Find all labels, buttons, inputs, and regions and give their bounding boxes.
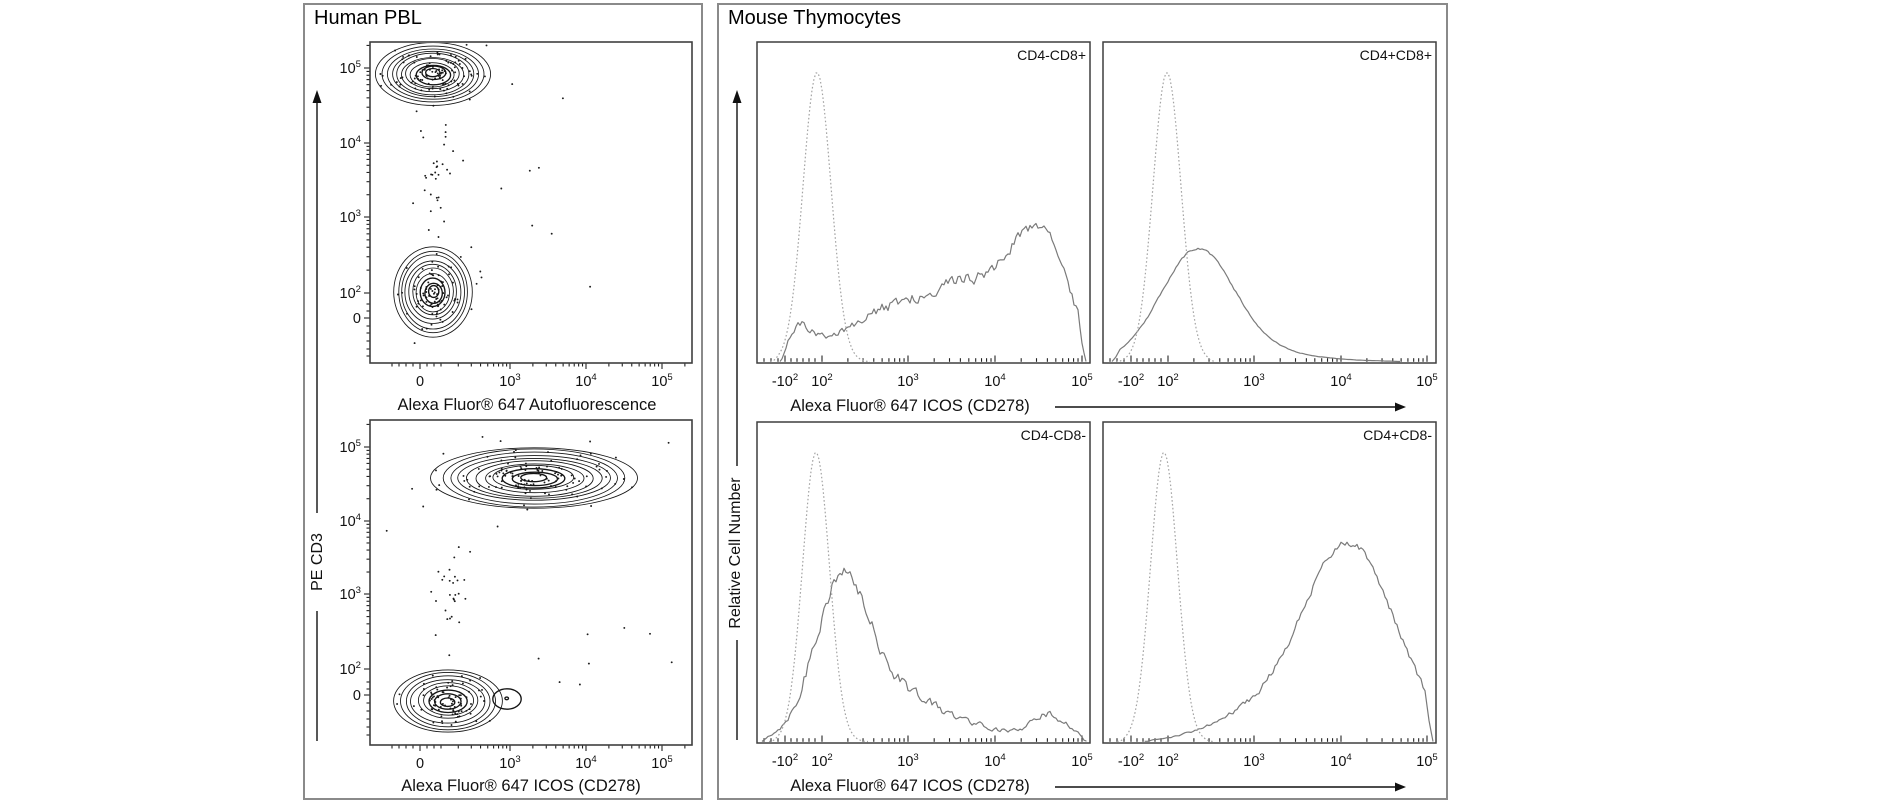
tick-label: 104 (340, 512, 362, 530)
tick-label: 0 (416, 756, 424, 772)
tick-label: 105 (1416, 752, 1437, 770)
histogram-thymocytes-cd4neg-cd8neg: -102 102 103 104 105 (756, 421, 1093, 770)
histogram-curve-solid (761, 567, 1087, 742)
tick-label: -102 (1118, 752, 1144, 770)
subset-label-cd4pos-cd8pos: CD4+CD8+ (1359, 47, 1432, 63)
plot-content (385, 435, 673, 733)
x-axis-title-autofluorescence: Alexa Fluor® 647 Autofluorescence (397, 396, 657, 414)
subset-label-cd4pos-cd8neg: CD4+CD8- (1363, 427, 1432, 443)
y-axis-label-pe-cd3: PE CD3 (309, 533, 326, 591)
histogram-thymocytes-cd4neg-cd8pos: -102 102 103 104 105 (756, 41, 1093, 390)
histogram-curve-solid (1144, 541, 1434, 742)
tick-label: 102 (811, 752, 832, 770)
tick-label: 103 (1243, 372, 1264, 390)
tick-label: 105 (651, 754, 672, 772)
tick-label: 104 (984, 752, 1006, 770)
tick-label: 0 (353, 688, 361, 704)
tick-label: 104 (575, 372, 597, 390)
plot-frame (369, 419, 693, 746)
tick-label: -102 (772, 752, 798, 770)
tick-label: 103 (340, 208, 361, 226)
right-panel-title: Mouse Thymocytes (728, 7, 902, 29)
tick-label: 105 (340, 59, 361, 77)
left-panel-title: Human PBL (314, 7, 422, 29)
histogram-curve-dotted (1116, 452, 1214, 743)
axis-ticks (1109, 735, 1428, 742)
tick-label: 103 (499, 372, 520, 390)
tick-label: 102 (811, 372, 832, 390)
tick-label: 104 (340, 134, 362, 152)
contour-plot-pbl-autofluorescence: 0 103 104 105 0 102 103 104 105 (340, 41, 693, 390)
tick-label: 0 (416, 374, 424, 390)
histogram-curve-solid (1111, 247, 1400, 363)
histogram-curve-dotted (1115, 72, 1217, 363)
plot-frame (369, 41, 693, 364)
scatter-dots (430, 546, 472, 657)
histogram-thymocytes-cd4pos-cd8neg: -102 102 103 104 105 (1102, 421, 1438, 770)
tick-label: 102 (1157, 752, 1178, 770)
histogram-thymocytes-cd4pos-cd8pos: -102 102 103 104 105 (1102, 41, 1438, 390)
axis-ticks (364, 44, 686, 369)
tick-label: 105 (1416, 372, 1437, 390)
tick-label: 103 (1243, 752, 1264, 770)
plot-frame (1102, 41, 1437, 364)
tick-label: 103 (897, 752, 918, 770)
contour-population (374, 43, 492, 106)
contour-population (393, 669, 503, 733)
axis-ticks (763, 735, 1083, 742)
scatter-dots (432, 97, 592, 288)
tick-label: -102 (1118, 372, 1144, 390)
x-axis-title-icos-row1: Alexa Fluor® 647 ICOS (CD278) (790, 397, 1030, 415)
tick-label: 104 (1330, 372, 1352, 390)
scatter-dots (385, 435, 670, 532)
histogram-curve-solid (779, 222, 1087, 362)
tick-label: 105 (340, 438, 361, 456)
tick-label: 102 (340, 660, 361, 678)
contour-population (430, 447, 638, 509)
histogram-curve-dotted (769, 72, 871, 363)
histogram-curve-dotted (768, 452, 868, 743)
y-axis-label-relative-cell-number: Relative Cell Number (727, 477, 744, 629)
tick-label: 103 (897, 372, 918, 390)
tick-label: 104 (575, 754, 597, 772)
scatter-dots (412, 123, 465, 238)
x-axis-title-icos-row2: Alexa Fluor® 647 ICOS (CD278) (790, 777, 1030, 795)
x-axis-title-icos-pbl: Alexa Fluor® 647 ICOS (CD278) (401, 777, 641, 795)
tick-label: 102 (340, 284, 361, 302)
plot-frame (756, 41, 1091, 364)
axis-arrows (312, 90, 1406, 792)
plot-frame (756, 421, 1091, 744)
tick-label: 105 (1071, 752, 1092, 770)
tick-label: 104 (984, 372, 1006, 390)
scatter-dots (396, 246, 483, 345)
tick-label: -102 (772, 372, 798, 390)
tick-label: 102 (1157, 372, 1178, 390)
tick-label: 103 (499, 754, 520, 772)
tick-label: 104 (1330, 752, 1352, 770)
scatter-dots (379, 43, 514, 113)
plot-content (374, 43, 592, 345)
contour-population (393, 246, 473, 338)
tick-label: 103 (340, 585, 361, 603)
contour-plot-pbl-icos: 0 103 104 105 0 102 103 104 105 (340, 419, 693, 772)
tick-label: 105 (1071, 372, 1092, 390)
tick-label: 105 (651, 372, 672, 390)
subset-label-cd4neg-cd8pos: CD4-CD8+ (1017, 47, 1086, 63)
axis-ticks (763, 355, 1083, 362)
tick-label: 0 (353, 311, 361, 327)
contour-population (492, 688, 522, 710)
subset-label-cd4neg-cd8neg: CD4-CD8- (1020, 427, 1086, 443)
plot-frame (1102, 421, 1437, 744)
scatter-dots (537, 626, 673, 686)
